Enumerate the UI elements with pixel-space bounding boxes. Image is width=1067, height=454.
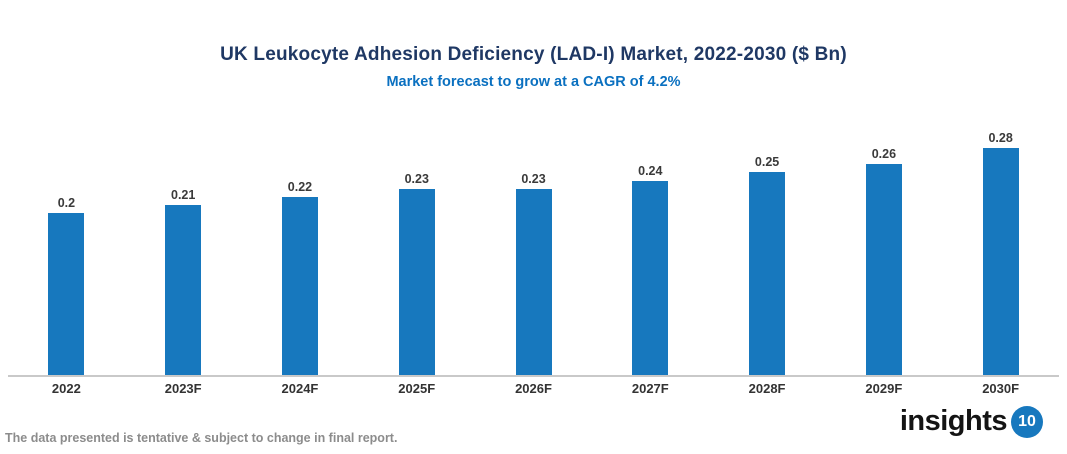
bar	[749, 172, 786, 375]
x-axis-tick-label: 2030F	[982, 381, 1020, 396]
x-axis-tick-label: 2023F	[164, 381, 202, 396]
bar-value-label: 0.25	[754, 155, 780, 169]
bar-column: 0.23	[358, 112, 475, 375]
logo-badge-10: 10	[1011, 405, 1043, 438]
bar	[281, 197, 318, 375]
bar	[632, 181, 669, 375]
logo-wordmark: insights	[899, 405, 1008, 437]
bar	[982, 148, 1019, 375]
bar-column: 0.28	[942, 112, 1059, 375]
bar-column: 0.26	[825, 112, 942, 375]
bar-value-label: 0.22	[287, 180, 313, 194]
bar-value-label: 0.28	[988, 131, 1013, 145]
bar-value-label: 0.23	[404, 172, 429, 186]
disclaimer-text: The data presented is tentative & subjec…	[5, 431, 398, 445]
insights10-logo: insights 10	[900, 405, 1043, 438]
x-axis-tick-label: 2028F	[748, 381, 786, 396]
x-axis-tick-label: 2027F	[631, 381, 669, 396]
bar	[515, 189, 552, 375]
x-axis-tick-label: 2029F	[865, 381, 903, 396]
x-axis-tick-label: 2025F	[398, 381, 436, 396]
x-axis-tick-label: 2022	[51, 381, 81, 396]
bar-column: 0.23	[475, 112, 592, 375]
bar-column: 0.25	[709, 112, 826, 375]
bar-value-label: 0.21	[171, 188, 196, 202]
bar-value-label: 0.2	[57, 196, 76, 210]
x-axis-line	[8, 375, 1059, 377]
bar	[165, 205, 202, 375]
bar-column: 0.24	[592, 112, 709, 375]
bar-column: 0.22	[242, 112, 359, 375]
bar-column: 0.21	[125, 112, 242, 375]
bar	[865, 164, 902, 375]
x-axis-tick-label: 2024F	[281, 381, 319, 396]
bar-value-label: 0.26	[871, 147, 897, 161]
chart-title: UK Leukocyte Adhesion Deficiency (LAD-I)…	[220, 44, 847, 65]
bar-value-label: 0.23	[521, 172, 546, 186]
x-axis-tick-label: 2026F	[515, 381, 552, 396]
x-axis-labels: 2022 2023F 2024F 2025F 2026F 2027F 2028F 2029F 2…	[8, 381, 1059, 396]
chart-subtitle: Market forecast to grow at a CAGR of 4.2…	[386, 74, 681, 90]
bar-value-label: 0.24	[638, 164, 663, 178]
bar	[398, 189, 435, 375]
bar-column: 0.2	[8, 112, 125, 375]
bar	[48, 213, 85, 375]
bar-chart-plot: 0.2 0.21 0.22 0.23 0.23 0.24 0.25 0.26 0.28	[8, 112, 1059, 375]
